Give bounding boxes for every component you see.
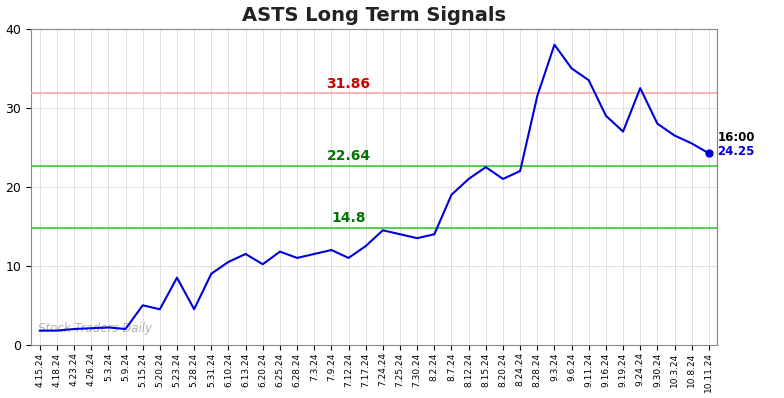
Text: 22.64: 22.64 — [326, 150, 371, 164]
Text: Stock Traders Daily: Stock Traders Daily — [38, 322, 152, 336]
Title: ASTS Long Term Signals: ASTS Long Term Signals — [242, 6, 506, 25]
Text: 31.86: 31.86 — [327, 77, 371, 91]
Text: 16:00: 16:00 — [717, 131, 755, 144]
Text: 24.25: 24.25 — [717, 145, 755, 158]
Text: 14.8: 14.8 — [332, 211, 366, 225]
